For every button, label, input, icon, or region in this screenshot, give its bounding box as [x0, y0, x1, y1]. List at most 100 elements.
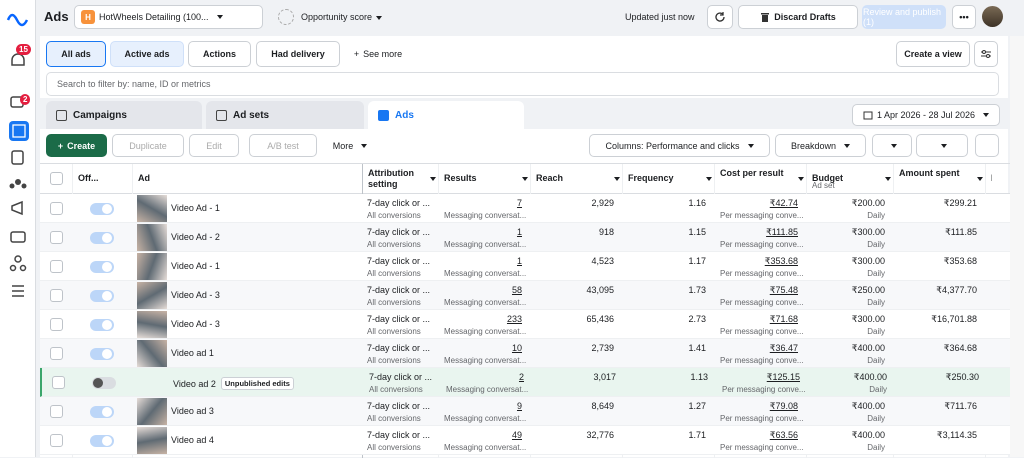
tab[interactable]: Ad sets: [206, 101, 364, 129]
results-sub: Messaging conversat...: [444, 211, 527, 220]
checkbox[interactable]: [50, 172, 63, 185]
chart-button[interactable]: [975, 134, 999, 157]
checkbox[interactable]: [50, 260, 63, 273]
create-button[interactable]: + Create: [46, 134, 107, 157]
filter-button[interactable]: Had delivery: [256, 41, 340, 67]
cost-sub: Per messaging conve...: [720, 211, 804, 220]
frequency: 1.71: [688, 430, 706, 440]
filter-button[interactable]: Actions: [188, 41, 251, 67]
ad-name-text[interactable]: Video ad 1: [171, 348, 214, 358]
avatar[interactable]: [982, 6, 1003, 27]
scrollbar[interactable]: [1010, 36, 1024, 457]
ad-name-text[interactable]: Video ad 3: [171, 406, 214, 416]
column-header[interactable]: Reach: [536, 173, 564, 183]
column-header[interactable]: Cost per result: [720, 168, 784, 178]
checkbox[interactable]: [50, 231, 63, 244]
table-row: Video ad 2 Unpublished edits 7-day click o…: [40, 368, 1010, 397]
toggle[interactable]: [90, 435, 114, 447]
table-row: Video Ad - 3 7-day click or ... All conver…: [40, 281, 1010, 310]
toggle[interactable]: [90, 348, 114, 360]
ad-name-text[interactable]: Video Ad - 2: [171, 232, 220, 242]
column-header[interactable]: Budget: [812, 173, 843, 183]
column-header[interactable]: Amount spent: [899, 168, 960, 178]
results-sub: Messaging conversat...: [444, 240, 527, 249]
thumbnail: [137, 427, 167, 454]
toggle[interactable]: [90, 232, 114, 244]
sidebar-icons: [6, 13, 29, 297]
sort-caret: [522, 177, 528, 181]
table-row: Video Ad - 1 7-day click or ... All conver…: [40, 252, 1010, 281]
column-header[interactable]: En: [991, 173, 992, 184]
sort-caret: [885, 177, 891, 181]
attribution-sub: All conversions: [367, 298, 421, 307]
score-icon: [278, 9, 294, 25]
search-input[interactable]: Search to filter by: name, ID or metrics: [46, 72, 999, 96]
column-header[interactable]: Attribution setting: [368, 168, 414, 189]
discard-drafts[interactable]: Discard Drafts: [738, 5, 858, 29]
toggle-knob: [102, 320, 112, 330]
breakdown-button[interactable]: Breakdown: [775, 134, 866, 157]
columns-button[interactable]: Columns: Performance and clicks: [589, 134, 770, 157]
export-button[interactable]: [916, 134, 968, 157]
ad-name: Video ad 3: [171, 406, 214, 416]
checkbox[interactable]: [50, 434, 63, 447]
reports-button[interactable]: [872, 134, 912, 157]
ad-name-text[interactable]: Video ad 4: [171, 435, 214, 445]
column-header[interactable]: Ad: [138, 173, 150, 183]
cost: ₹42.74: [769, 198, 798, 208]
settings-button[interactable]: [974, 41, 998, 67]
thumbnail: [137, 398, 167, 425]
spent: ₹111.85: [945, 227, 977, 237]
results-sub: Messaging conversat...: [444, 327, 527, 336]
ab-test-button[interactable]: A/B test: [249, 134, 317, 157]
review-publish[interactable]: Review and publish (1): [862, 5, 946, 29]
spent: ₹4,377.70: [936, 285, 977, 295]
filter-button[interactable]: All ads: [46, 41, 106, 67]
toggle[interactable]: [90, 203, 114, 215]
toggle[interactable]: [90, 319, 114, 331]
more-button[interactable]: More: [325, 134, 375, 157]
checkbox[interactable]: [50, 405, 63, 418]
budget: ₹300.00: [851, 314, 885, 324]
refresh-button[interactable]: [707, 5, 733, 29]
spent: ₹364.68: [943, 343, 977, 353]
cost: ₹63.56: [769, 430, 798, 440]
budget: ₹300.00: [851, 256, 885, 266]
spent: ₹711.76: [944, 401, 977, 411]
tab[interactable]: Campaigns: [46, 101, 202, 129]
checkbox[interactable]: [50, 347, 63, 360]
checkbox[interactable]: [50, 318, 63, 331]
ad-name-text[interactable]: Video ad 2: [173, 378, 216, 389]
edit-button[interactable]: Edit: [189, 134, 239, 157]
checkbox[interactable]: [50, 202, 63, 215]
filter-button[interactable]: Active ads: [110, 41, 184, 67]
create-view[interactable]: Create a view: [896, 41, 970, 67]
opportunity-score[interactable]: Opportunity score: [301, 12, 383, 22]
duplicate-button[interactable]: Duplicate: [112, 134, 184, 157]
sort-caret: [614, 177, 620, 181]
toggle[interactable]: [90, 290, 114, 302]
more-menu[interactable]: •••: [952, 5, 976, 29]
checkbox[interactable]: [50, 289, 63, 302]
column-header[interactable]: Results: [444, 173, 477, 183]
ad-name-text[interactable]: Video Ad - 3: [171, 290, 220, 300]
account-selector[interactable]: H HotWheels Detailing (100...: [74, 5, 263, 29]
see-more[interactable]: + See more: [353, 49, 403, 59]
tab[interactable]: Ads: [368, 101, 524, 129]
toggle[interactable]: [90, 406, 114, 418]
column-header[interactable]: Frequency: [628, 173, 674, 183]
toggle[interactable]: [92, 377, 116, 389]
ad-name-text[interactable]: Video Ad - 1: [171, 203, 220, 213]
ad-name-text[interactable]: Video Ad - 1: [171, 261, 220, 271]
toggle[interactable]: [90, 261, 114, 273]
column-header[interactable]: Off...: [78, 173, 99, 183]
date-range[interactable]: 1 Apr 2026 - 28 Jul 2026: [852, 104, 1000, 126]
checkbox[interactable]: [52, 376, 65, 389]
results: 58: [511, 285, 522, 295]
breakdown-label: Breakdown: [790, 140, 837, 151]
budget-sub: Daily: [867, 240, 885, 249]
reach: 4,523: [591, 256, 614, 266]
ad-name-text[interactable]: Video Ad - 3: [171, 319, 220, 329]
tab-icon: [216, 109, 227, 121]
spent: ₹250.30: [945, 372, 979, 382]
